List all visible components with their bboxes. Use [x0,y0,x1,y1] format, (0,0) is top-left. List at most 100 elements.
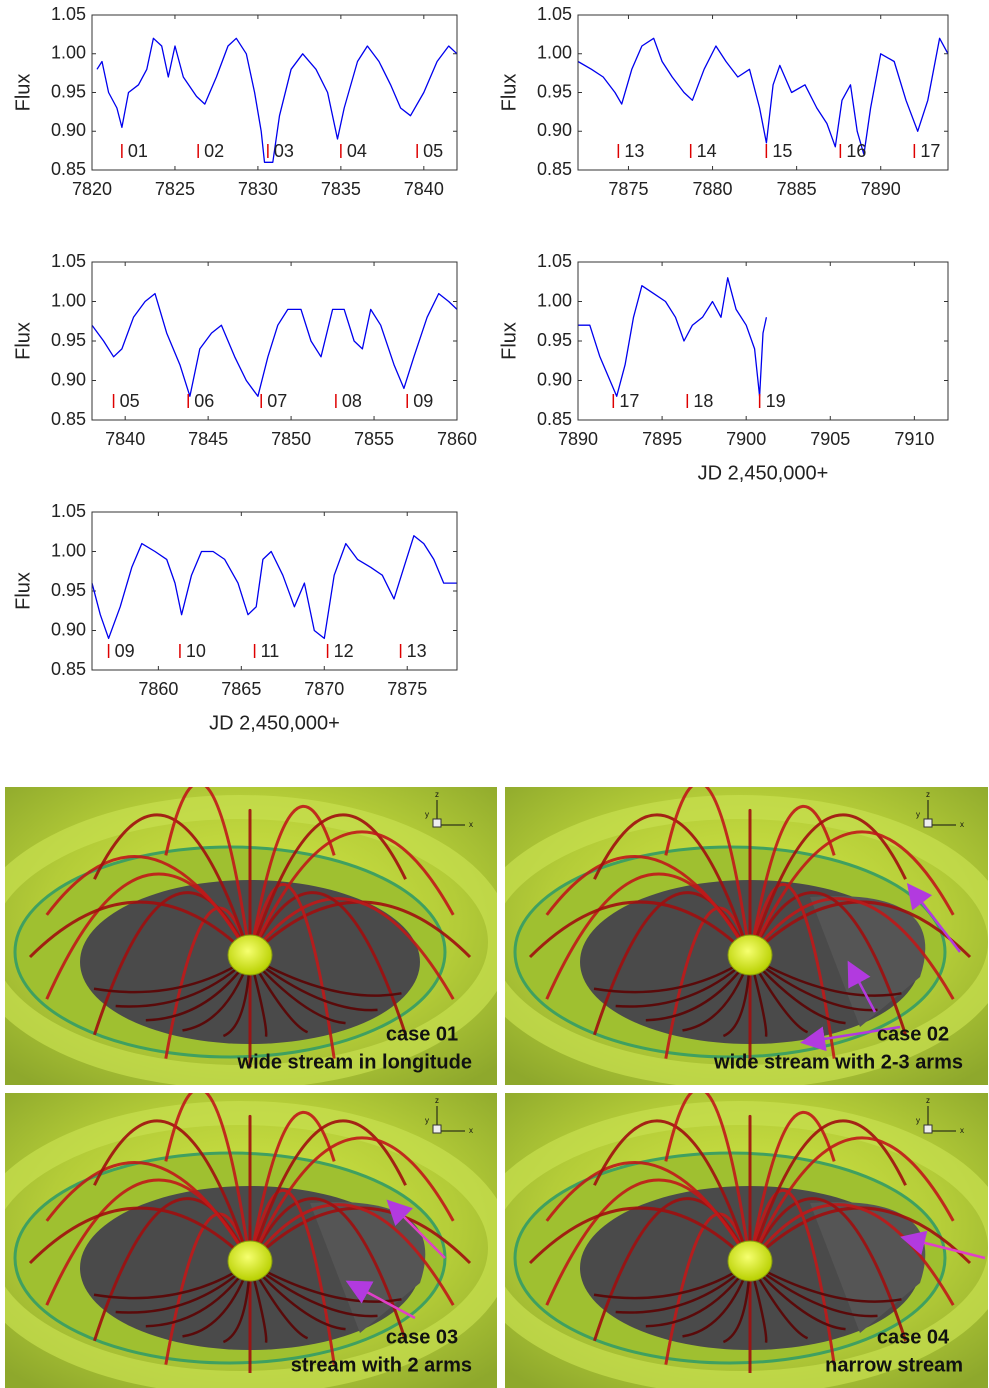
y-tick-label: 0.85 [51,409,86,429]
flux-curve [577,37,949,156]
x-tick-label: 7860 [437,429,477,449]
x-tick-label: 7875 [387,679,427,699]
plot-frame [577,14,949,171]
flux-curve [578,277,768,397]
y-tick-label: 1.05 [537,251,572,271]
x-tick-label: 7885 [777,179,817,199]
field-line [593,1119,752,1264]
x-tick-label: 7830 [238,179,278,199]
field-line [164,1093,252,1264]
plot-frame [91,14,458,171]
star-surface [227,1240,273,1282]
x-tick-label: 7880 [693,179,733,199]
field-line [248,1136,455,1264]
field-line [748,805,836,958]
eclipse-label: 04 [347,141,367,161]
eclipse-label: 13 [624,141,644,161]
field-line [248,882,336,1059]
simulation-panel: z y x case 03 stream with 2 arms [5,1093,497,1388]
eclipse-label: 15 [772,141,792,161]
y-tick-label: 1.00 [51,540,86,560]
x-tick-label: 7820 [72,179,112,199]
field-line [93,1119,252,1264]
star-surface [727,934,773,976]
eclipse-label: 14 [697,141,717,161]
field-line [664,1093,752,1264]
annotation-arrow [906,883,961,953]
field-line [248,1197,407,1342]
eclipse-label: 12 [334,641,354,661]
x-tick-label: 7875 [608,179,648,199]
x-tick-label: 7840 [105,429,145,449]
x-tick-label: 7850 [271,429,311,449]
x-tick-label: 7825 [155,179,195,199]
plot-frame [91,261,458,421]
x-tick-label: 7895 [642,429,682,449]
plot-frame [91,511,458,671]
x-tick-label: 7905 [810,429,850,449]
flux-curve [91,535,457,640]
eclipse-label: 05 [120,391,140,411]
y-tick-label: 0.95 [51,580,86,600]
current-sheet-outer [5,1101,497,1388]
flux-curve [96,37,458,163]
triad-label: x [469,1126,473,1135]
eclipse-label: 06 [194,391,214,411]
y-tick-label: 1.05 [51,251,86,271]
x-tick-label: 7870 [304,679,344,699]
y-axis-label: Flux [12,572,34,610]
eclipse-label: 09 [413,391,433,411]
case-description: stream with 2 arms [291,1354,472,1376]
star-surface [227,934,273,976]
field-line [748,1136,955,1264]
field-line [248,1119,407,1264]
field-line [28,900,252,959]
y-axis-label: Flux [12,74,34,112]
eclipse-label: 19 [766,391,786,411]
field-line [748,1188,836,1365]
y-tick-label: 1.00 [537,43,572,63]
y-tick-label: 0.90 [51,619,86,639]
field-line [545,855,752,958]
x-tick-label: 7865 [221,679,261,699]
field-line [748,1197,907,1342]
x-tick-label: 7890 [861,179,901,199]
eclipse-label: 07 [267,391,287,411]
x-tick-label: 7845 [188,429,228,449]
x-axis-label: JD 2,450,000+ [698,462,829,484]
plot-area [92,262,457,420]
triad-label: z [435,790,439,799]
y-tick-label: 0.95 [51,330,86,350]
triad-label: z [926,1096,930,1105]
eclipse-label: 09 [115,641,135,661]
triad-label: x [960,1126,964,1135]
x-axis-label: JD 2,450,000+ [209,712,340,734]
eclipse-label: 18 [693,391,713,411]
y-tick-label: 1.00 [51,290,86,310]
y-tick-label: 0.85 [51,159,86,179]
annotation-arrow [900,1230,986,1260]
eclipse-label: 17 [920,141,940,161]
x-tick-label: 7840 [404,179,444,199]
simulation-panel: z y x case 01 wide stream in longitude [5,787,497,1085]
field-line [748,897,955,1000]
triad-box [432,818,442,828]
closed-field-line [249,955,402,997]
simulation-panel: z y x case 04 narrow stream [505,1093,988,1388]
case-description: wide stream in longitude [237,1051,472,1073]
field-line [248,1111,336,1264]
field-line [748,1111,836,1264]
y-tick-label: 1.00 [537,290,572,310]
triad-label: z [926,790,930,799]
y-tick-label: 1.05 [51,501,86,521]
current-sheet-outer [5,795,497,1085]
annotation-arrow [386,1199,446,1259]
closed-field-line [749,1261,902,1303]
y-tick-label: 0.95 [51,81,86,101]
eclipse-label: 17 [619,391,639,411]
case-title: case 04 [877,1326,950,1348]
y-tick-label: 0.95 [537,81,572,101]
eclipse-label: 02 [204,141,224,161]
eclipse-label: 16 [846,141,866,161]
field-line [93,813,252,958]
